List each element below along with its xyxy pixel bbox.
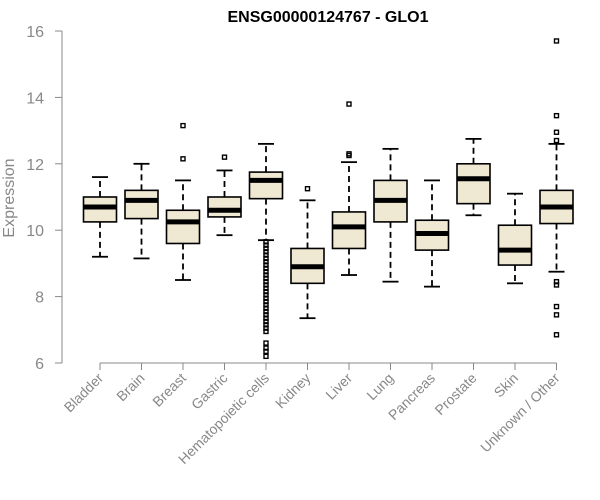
box-lung (373, 147, 408, 283)
x-tick-label: Lung (363, 370, 396, 403)
x-tick-label: Breast (149, 370, 189, 410)
chart-title: ENSG00000124767 - GLO1 (227, 9, 428, 26)
outlier-point (263, 348, 269, 355)
x-tick-label: Kidney (272, 370, 314, 412)
x-tick-label: Bladder (61, 370, 107, 416)
x-tick-label: Brain (113, 370, 147, 404)
y-axis-label: Expression (1, 158, 18, 237)
outlier-point (304, 185, 311, 192)
box-gastric (207, 154, 242, 237)
outlier-point (553, 278, 560, 285)
outlier-point (553, 129, 560, 135)
outlier-point (346, 151, 352, 157)
outlier-point (553, 112, 560, 119)
box-pancreas (414, 179, 450, 288)
outlier-point (553, 312, 560, 318)
y-tick-label: 12 (26, 157, 44, 174)
box-skin (497, 192, 533, 285)
outlier-point (263, 340, 269, 346)
outlier-point (263, 353, 269, 360)
box-brain (124, 162, 159, 260)
box-unknown-other (539, 38, 574, 338)
outlier-point (553, 303, 560, 310)
y-tick-label: 6 (35, 356, 44, 373)
iqr-box (331, 211, 367, 250)
outlier-point (180, 156, 186, 162)
box-breast (165, 122, 201, 281)
y-tick-label: 10 (26, 223, 44, 240)
outlier-point (180, 122, 186, 129)
plot-area (82, 38, 574, 360)
y-tick-label: 16 (26, 24, 44, 41)
box-kidney (290, 185, 325, 320)
outlier-point (553, 38, 560, 44)
outlier-point (346, 101, 352, 107)
box-prostate (456, 137, 491, 217)
iqr-box (124, 189, 159, 220)
outlier-point (263, 328, 269, 335)
outlier-point (221, 154, 228, 160)
y-tick-label: 8 (35, 290, 44, 307)
iqr-box (456, 163, 491, 205)
x-tick-label: Prostate (431, 370, 479, 418)
x-tick-label: Unknown / Other (477, 370, 563, 456)
iqr-box (165, 209, 201, 245)
box-bladder (82, 176, 118, 258)
iqr-box (248, 171, 284, 200)
box-liver (331, 101, 367, 276)
box-hematopoietic-cells (248, 142, 284, 360)
outlier-point (553, 332, 560, 338)
x-tick-label: Skin (491, 370, 522, 401)
iqr-box (497, 224, 533, 266)
outlier-point (553, 137, 560, 144)
y-tick-label: 14 (26, 90, 44, 107)
x-tick-label: Liver (322, 370, 355, 403)
iqr-box (207, 196, 242, 218)
